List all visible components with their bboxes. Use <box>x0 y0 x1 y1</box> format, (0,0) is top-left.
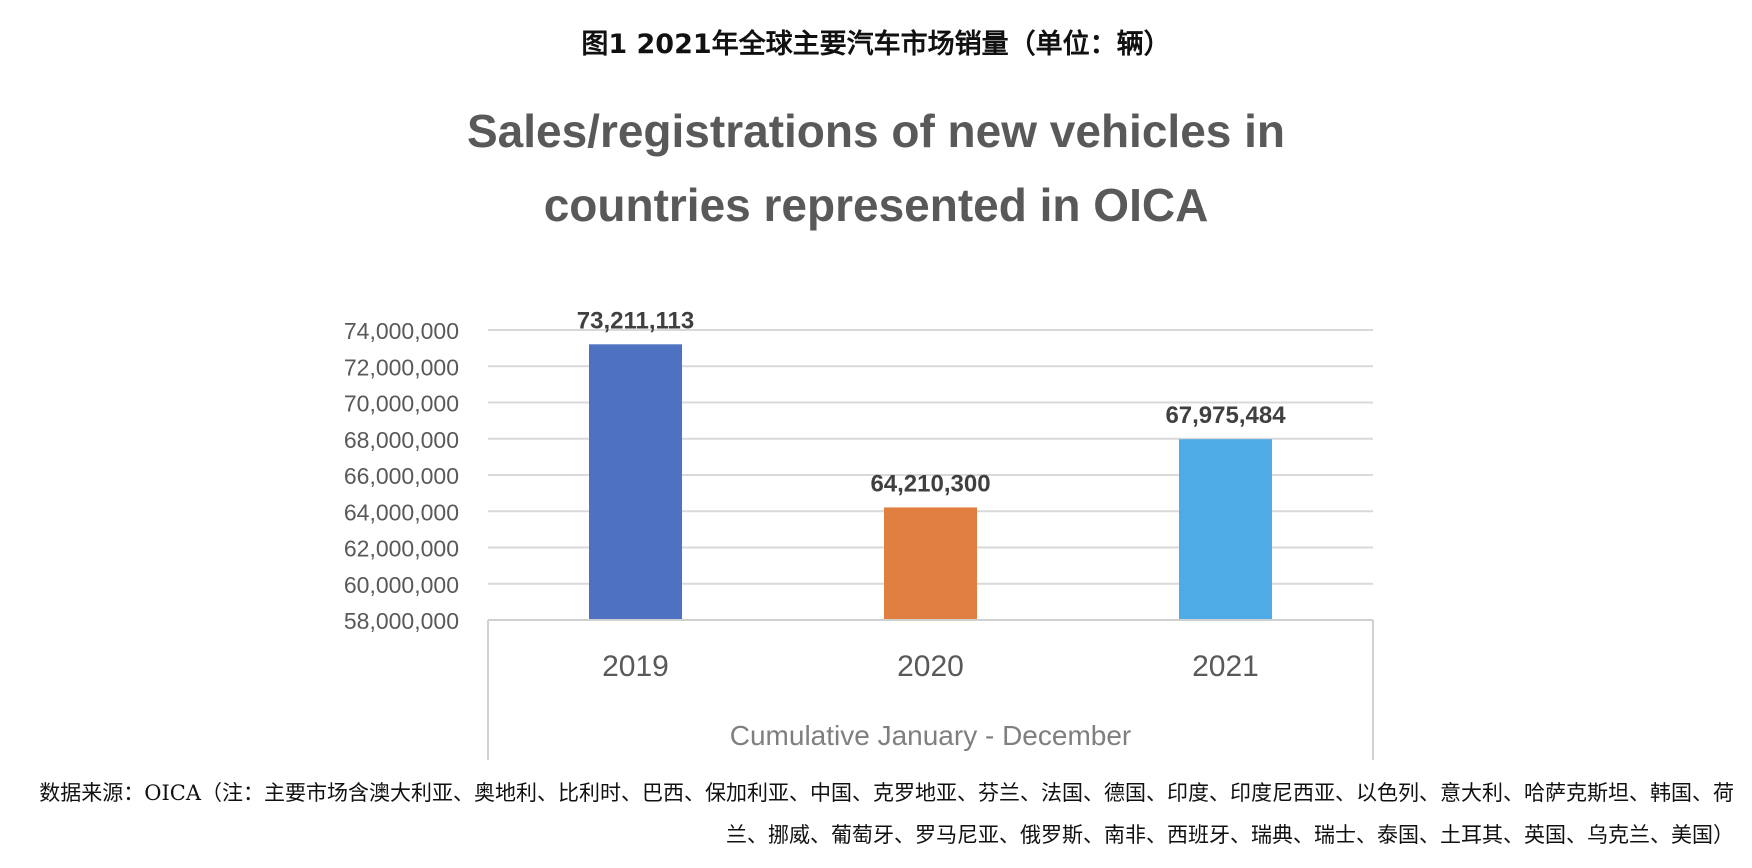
y-tick-label: 68,000,000 <box>344 427 459 453</box>
y-tick-label: 72,000,000 <box>344 354 459 380</box>
source-note: 数据来源：OICA（注：主要市场含澳大利亚、奥地利、比利时、巴西、保加利亚、中国… <box>39 781 1734 847</box>
chart-title: Sales/registrations of new vehicles in c… <box>466 105 1286 231</box>
data-label: 64,210,300 <box>870 470 990 497</box>
y-tick-label: 74,000,000 <box>344 318 459 344</box>
x-tick-label: 2021 <box>1192 650 1259 683</box>
y-tick-label: 60,000,000 <box>344 572 459 598</box>
y-axis-tick-labels: 58,000,000 60,000,000 62,000,000 64,000,000… <box>344 318 459 634</box>
y-tick-label: 58,000,000 <box>344 608 459 634</box>
y-tick-label: 70,000,000 <box>344 391 459 417</box>
figure-caption: 图1 2021年全球主要汽车市场销量（单位：辆） <box>581 29 1171 60</box>
x-axis-label: Cumulative January - December <box>730 720 1132 751</box>
y-tick-label: 62,000,000 <box>344 536 459 562</box>
data-label: 73,211,113 <box>577 307 694 334</box>
bar <box>589 344 682 620</box>
x-tick-label: 2020 <box>897 650 964 683</box>
y-tick-label: 64,000,000 <box>344 499 459 525</box>
x-axis: 2019 2020 2021 Cumulative January - Decembe… <box>487 619 1374 760</box>
bar <box>884 507 977 620</box>
data-label: 67,975,484 <box>1165 402 1286 429</box>
bars <box>589 344 1272 620</box>
bar <box>1179 439 1272 620</box>
data-labels: 73,211,113 64,210,300 67,975,484 <box>577 307 1286 497</box>
x-tick-label: 2019 <box>602 650 669 683</box>
y-tick-label: 66,000,000 <box>344 463 459 489</box>
